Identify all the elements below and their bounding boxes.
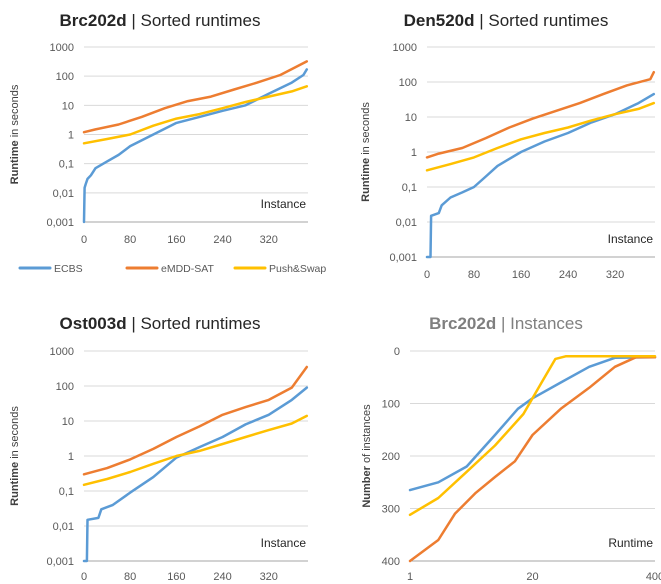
series-line-push-swap (82, 414, 309, 487)
legend-label: Push&Swap (269, 263, 326, 275)
x-axis-label: Instance (261, 536, 307, 550)
y-tick-label: 100 (56, 71, 74, 83)
chart-title: Brc202d | Sorted runtimes (60, 11, 261, 30)
chart-title: Ost003d | Sorted runtimes (60, 314, 261, 333)
chart-title: Den520d | Sorted runtimes (404, 11, 609, 30)
x-tick-label: 320 (606, 269, 624, 281)
x-axis-label-bg (247, 535, 308, 551)
y-tick-label: 0,001 (46, 217, 74, 229)
x-tick-label: 1 (407, 571, 413, 583)
y-tick-label: 1000 (50, 42, 74, 54)
legend-label: eMDD-SAT (161, 263, 214, 275)
x-tick-label: 320 (260, 234, 278, 246)
y-tick-label: 10 (62, 416, 74, 428)
legend: ECBS eMDD-SAT Push&Swap (18, 263, 326, 275)
x-tick-label: 320 (260, 571, 278, 583)
x-axis-label: Runtime (608, 536, 653, 550)
x-tick-label: 80 (124, 571, 136, 583)
chart-title-bold: Brc202d (60, 11, 127, 30)
chart-title-rest: | Sorted runtimes (127, 11, 261, 30)
legend-label: ECBS (54, 263, 83, 275)
y-axis-label-rest: of instances (361, 404, 373, 466)
x-tick-label: 240 (559, 269, 577, 281)
y-tick-label: 0,01 (396, 217, 417, 229)
series-line-emdd-sat (82, 365, 309, 476)
chart-panel-3: Ost003d | Sorted runtimes 1000 100 10 1 0,1 0,… (9, 314, 309, 583)
x-tick-label: 20 (526, 571, 538, 583)
y-tick-label: 0,001 (389, 252, 417, 264)
y-tick-label: 0,1 (59, 486, 74, 498)
x-tick-label: 400 (646, 571, 661, 583)
chart-title-bold: Ost003d (60, 314, 127, 333)
y-tick-label: 400 (382, 556, 400, 568)
y-axis-label-bold: Number (361, 465, 373, 507)
x-axis-label-bg (247, 196, 308, 212)
x-tick-label: 160 (512, 269, 530, 281)
chart-panel-1: Brc202d | Sorted runtimes 1000 100 10 1 0,1 0,… (9, 11, 309, 246)
y-tick-label: 0 (394, 346, 400, 358)
x-tick-label: 240 (213, 571, 231, 583)
y-axis-label-bold: Runtime (360, 158, 372, 202)
y-axis-label-rest: in seconds (9, 406, 21, 462)
chart-title: Brc202d | Instances (429, 314, 583, 333)
series-line-ecbs (82, 68, 309, 224)
y-tick-label: 100 (56, 381, 74, 393)
x-axis-label: Instance (261, 197, 307, 211)
series-line-emdd-sat (82, 60, 309, 134)
y-axis-label-rest: in seconds (9, 84, 21, 140)
x-tick-label: 80 (468, 269, 480, 281)
x-tick-label: 240 (213, 234, 231, 246)
y-tick-label: 200 (382, 451, 400, 463)
series-line-emdd-sat (408, 356, 657, 563)
chart-title-rest: | Sorted runtimes (127, 314, 261, 333)
chart-panel-4: Brc202d | Instances 0 100 200 300 400 1 20 400 Nu… (361, 314, 661, 583)
y-axis-label-bold: Runtime (9, 140, 21, 184)
series-line-push-swap (408, 355, 657, 517)
series-line-push-swap (82, 85, 309, 145)
series-line-ecbs (408, 356, 657, 492)
y-tick-label: 1000 (393, 42, 417, 54)
chart-title-rest: | Instances (496, 314, 583, 333)
chart-panel-2: Den520d | Sorted runtimes 1000 100 10 1 0,1 0,… (360, 11, 656, 281)
y-axis-label-rest: in seconds (360, 102, 372, 158)
y-tick-label: 1 (68, 130, 74, 142)
x-tick-label: 0 (81, 234, 87, 246)
y-tick-label: 0,1 (59, 159, 74, 171)
series-line-ecbs (82, 386, 309, 563)
series-line-push-swap (425, 101, 656, 172)
series-line-ecbs (425, 92, 656, 259)
x-axis-label-bg (600, 535, 655, 551)
x-tick-label: 0 (424, 269, 430, 281)
y-axis-label: Runtime in seconds (9, 84, 21, 184)
y-axis-label-bold: Runtime (9, 462, 21, 506)
chart-title-bold: Den520d (404, 11, 475, 30)
x-axis-label: Instance (608, 232, 654, 246)
y-axis-label: Number of instances (361, 404, 373, 508)
x-axis-label-bg (594, 231, 655, 247)
series-line-emdd-sat (425, 70, 656, 159)
y-tick-label: 300 (382, 504, 400, 516)
y-tick-label: 0,01 (53, 188, 74, 200)
y-tick-label: 0,1 (402, 182, 417, 194)
y-axis-label: Runtime in seconds (360, 102, 372, 202)
chart-title-rest: | Sorted runtimes (475, 11, 609, 30)
y-tick-label: 100 (382, 399, 400, 411)
x-tick-label: 0 (81, 571, 87, 583)
y-axis-label: Runtime in seconds (9, 406, 21, 506)
y-tick-label: 1 (411, 147, 417, 159)
y-tick-label: 1 (68, 451, 74, 463)
x-tick-label: 80 (124, 234, 136, 246)
y-tick-label: 0,01 (53, 521, 74, 533)
y-tick-label: 10 (405, 112, 417, 124)
y-tick-label: 10 (62, 100, 74, 112)
y-tick-label: 100 (399, 77, 417, 89)
y-tick-label: 0,001 (46, 556, 74, 568)
chart-title-bold: Brc202d (429, 314, 496, 333)
x-tick-label: 160 (167, 234, 185, 246)
y-tick-label: 1000 (50, 346, 74, 358)
x-tick-label: 160 (167, 571, 185, 583)
